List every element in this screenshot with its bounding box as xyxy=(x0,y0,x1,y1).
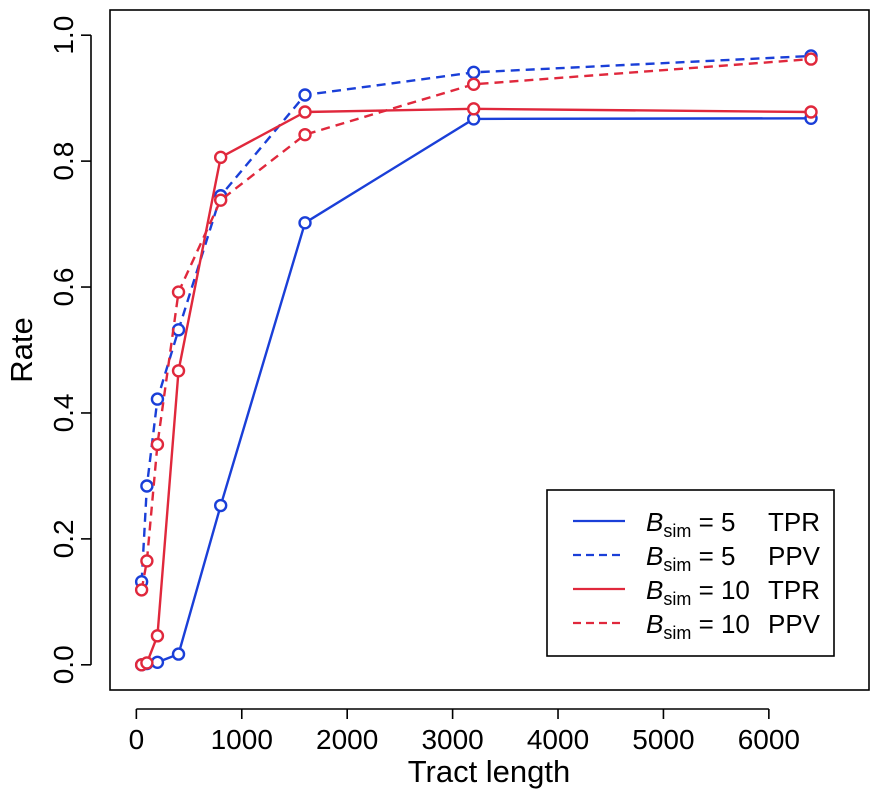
y-tick-label: 0.8 xyxy=(48,142,79,181)
data-point xyxy=(466,102,481,116)
data-point xyxy=(134,583,149,597)
legend-item-1: Bsim = 5 TPR xyxy=(573,507,820,541)
series-4 xyxy=(134,52,818,597)
y-tick-label: 1.0 xyxy=(48,16,79,55)
x-tick-label: 3000 xyxy=(421,724,483,755)
x-tick-label: 0 xyxy=(129,724,145,755)
series-line xyxy=(140,57,812,591)
data-point xyxy=(150,437,165,452)
data-point xyxy=(213,498,228,513)
x-axis-label: Tract length xyxy=(408,754,571,789)
data-point xyxy=(804,105,818,119)
y-tick-label: 0.0 xyxy=(48,645,79,684)
data-point xyxy=(150,629,165,643)
y-tick-label: 0.4 xyxy=(48,393,79,432)
data-point xyxy=(213,150,228,165)
data-point xyxy=(298,127,312,142)
x-tick-label: 6000 xyxy=(738,724,800,755)
x-tick-label: 5000 xyxy=(632,724,694,755)
data-point xyxy=(171,323,186,337)
data-point xyxy=(298,105,312,119)
data-point xyxy=(171,647,186,661)
data-point xyxy=(213,193,228,207)
axes: 0 1000 2000 3000 4000 5000 6000 0.0 0.2 0.4 0.6 0.8… xyxy=(48,16,800,755)
series-3 xyxy=(134,102,818,672)
data-point xyxy=(466,77,481,91)
legend-item-3: Bsim = 10 TPR xyxy=(573,575,820,609)
data-point xyxy=(804,52,818,66)
data-point xyxy=(140,479,154,493)
legend-label: Bsim = 5 xyxy=(646,507,735,541)
series-line xyxy=(140,54,812,582)
x-tick-label: 1000 xyxy=(211,724,273,755)
series-layer xyxy=(134,49,818,672)
data-point xyxy=(298,216,312,230)
data-point xyxy=(298,88,312,102)
data-point xyxy=(140,554,154,568)
y-tick-label: 0.6 xyxy=(48,268,79,307)
legend-metric: PPV xyxy=(768,609,821,639)
legend-metric: TPR xyxy=(768,507,820,537)
x-tick-label: 4000 xyxy=(527,724,589,755)
legend-item-4: Bsim = 10 PPV xyxy=(573,609,821,643)
data-point xyxy=(150,392,165,406)
x-tick-label: 2000 xyxy=(316,724,378,755)
data-point xyxy=(140,656,154,670)
data-point xyxy=(466,65,481,80)
data-point xyxy=(150,655,165,669)
legend-box xyxy=(546,489,835,657)
legend-label: Bsim = 10 xyxy=(646,609,750,643)
legend-label: Bsim = 10 xyxy=(646,575,750,609)
legend-metric: PPV xyxy=(768,541,821,571)
legend-metric: TPR xyxy=(768,575,820,605)
y-tick-label: 0.2 xyxy=(48,519,79,558)
plot-frame xyxy=(109,9,870,691)
legend-label: Bsim = 5 xyxy=(646,541,735,575)
data-point xyxy=(171,364,186,378)
data-point xyxy=(171,285,186,299)
legend-item-2: Bsim = 5 PPV xyxy=(573,541,821,575)
y-axis-label: Rate xyxy=(4,317,39,382)
